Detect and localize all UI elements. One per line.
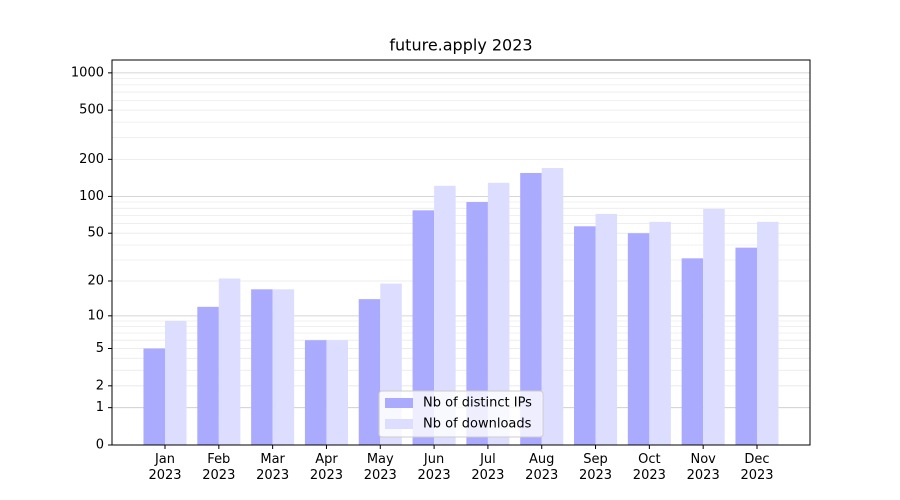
bar [272, 289, 295, 445]
y-tick-label: 1 [96, 400, 104, 415]
bar [574, 226, 596, 445]
bar [434, 185, 456, 446]
legend-box [378, 390, 544, 438]
x-tick-label: Dec 2023 [740, 452, 774, 483]
legend-swatch [385, 398, 413, 408]
bar [326, 340, 348, 445]
bar [541, 168, 564, 446]
x-tick-label: Aug 2023 [525, 452, 559, 483]
legend-swatch [385, 419, 413, 429]
bar [487, 182, 510, 445]
y-tick-label: 100 [79, 189, 104, 204]
y-tick-label: 20 [87, 274, 104, 289]
bar [681, 258, 704, 445]
y-tick-label: 0 [96, 438, 104, 453]
bar [756, 221, 779, 445]
chart-title: future.apply 2023 [389, 36, 532, 55]
bar [218, 278, 241, 445]
bar [165, 320, 187, 445]
y-tick-label: 500 [79, 103, 104, 118]
bar [520, 172, 542, 445]
y-tick-label: 2 [96, 378, 104, 393]
x-tick-label: Jul 2023 [471, 452, 505, 483]
bar [649, 221, 671, 445]
bar [304, 340, 327, 445]
bar [735, 247, 757, 445]
bar [197, 306, 219, 445]
plot-frame [111, 59, 811, 446]
legend: Nb of distinct IPs Nb of downloads [378, 390, 544, 438]
x-tick-label: Jan 2023 [148, 452, 182, 483]
bar [595, 213, 618, 445]
x-tick-label: Feb 2023 [202, 452, 236, 483]
bar [703, 208, 725, 445]
x-tick-label: May 2023 [363, 452, 397, 483]
bar [466, 202, 488, 445]
y-tick-label: 10 [87, 308, 104, 323]
y-tick-label: 200 [79, 152, 104, 167]
x-tick-label: Nov 2023 [686, 452, 720, 483]
x-tick-label: Oct 2023 [632, 452, 666, 483]
bar [412, 210, 435, 445]
legend-label: Nb of distinct IPs [423, 396, 532, 411]
bar [251, 289, 273, 445]
bar [627, 233, 650, 445]
x-tick-label: Mar 2023 [256, 452, 290, 483]
x-tick-label: Jun 2023 [417, 452, 451, 483]
legend-label: Nb of downloads [423, 417, 532, 432]
x-tick-label: Sep 2023 [578, 452, 613, 483]
y-tick-label: 1000 [71, 65, 104, 80]
bar [143, 348, 166, 445]
x-tick-label: Apr 2023 [309, 452, 343, 483]
y-tick-label: 5 [96, 341, 104, 356]
bar [358, 299, 381, 445]
y-tick-label: 50 [87, 226, 104, 241]
